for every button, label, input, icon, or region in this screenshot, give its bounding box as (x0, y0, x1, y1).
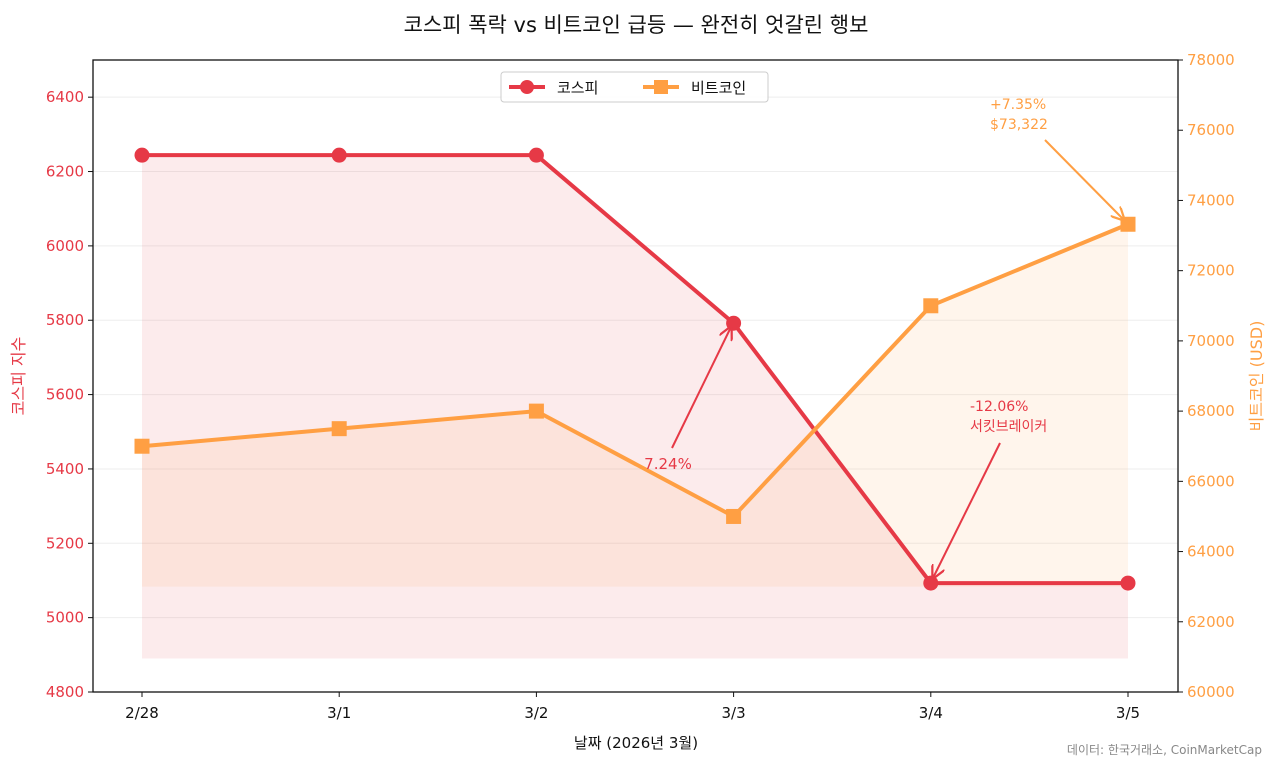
bitcoin-area-fill (142, 224, 1128, 587)
axes-frame (92, 59, 1179, 693)
source-note: 데이터: 한국거래소, CoinMarketCap (1067, 743, 1262, 757)
y-right-tick-label: 68000 (1187, 402, 1235, 420)
y-right-tick-label: 70000 (1187, 332, 1235, 350)
annotation-text: $73,322 (990, 117, 1048, 133)
x-tick-label: 3/5 (1116, 704, 1140, 722)
kospi-point (331, 147, 347, 163)
y-right-tick-label: 64000 (1187, 543, 1235, 561)
x-tick-label: 2/28 (125, 704, 159, 722)
y-left-tick-label: 6200 (46, 163, 84, 181)
legend: 코스피 비트코인 (500, 71, 769, 103)
legend-bitcoin-label: 비트코인 (691, 79, 746, 97)
y-right-tick-label: 62000 (1187, 613, 1235, 631)
y-left-tick-label: 5000 (46, 609, 84, 627)
y-left-tick-label: 5600 (46, 386, 84, 404)
y-left-tick-label: 5800 (46, 311, 84, 329)
legend-kospi-marker (520, 80, 534, 94)
y-right-tick-label: 60000 (1187, 683, 1235, 701)
kospi-point (923, 575, 939, 591)
y-left-tick-label: 6400 (46, 88, 84, 106)
y-right-tick-label: 76000 (1187, 121, 1235, 139)
y-right-tick-label: 72000 (1187, 262, 1235, 280)
annotation-arrow (671, 327, 731, 449)
x-tick-label: 3/4 (919, 704, 943, 722)
kospi-point (528, 147, 544, 163)
legend-kospi-label: 코스피 (557, 79, 598, 97)
x-axis-label: 날짜 (2026년 3월) (574, 734, 698, 752)
kospi-area-fill (142, 155, 1128, 659)
x-tick-label: 3/1 (327, 704, 351, 722)
bitcoin-point (923, 298, 939, 314)
kospi-point (726, 315, 742, 331)
kospi-point (134, 147, 150, 163)
y-left-axis-label: 코스피 지수 (9, 337, 28, 416)
x-tick-label: 3/2 (524, 704, 548, 722)
y-right-tick-label: 74000 (1187, 191, 1235, 209)
bitcoin-point (528, 403, 544, 419)
annotation-text: +7.35% (990, 97, 1046, 113)
chart-title: 코스피 폭락 vs 비트코인 급등 — 완전히 엇갈린 행보 (404, 13, 869, 37)
annotation-text: 7.24% (644, 455, 692, 473)
y-right-tick-label: 78000 (1187, 51, 1235, 69)
y-left-tick-label: 4800 (46, 683, 84, 701)
y-left-tick-label: 5200 (46, 534, 84, 552)
legend-bitcoin-marker (654, 80, 668, 94)
bitcoin-line (141, 222, 1129, 519)
y-left-tick-label: 5400 (46, 460, 84, 478)
legend-box (500, 71, 769, 103)
y-right-axis-label: 비트코인 (USD) (1247, 321, 1266, 432)
annotation-text: -12.06% (970, 399, 1028, 415)
bitcoin-point (331, 421, 347, 437)
annotation-arrow (933, 442, 1001, 578)
bitcoin-point (726, 508, 742, 524)
annotation-arrow (1044, 139, 1124, 220)
x-tick-label: 3/3 (722, 704, 746, 722)
y-left-tick-label: 6000 (46, 237, 84, 255)
kospi-point (1120, 575, 1136, 591)
kospi-line (142, 153, 1128, 586)
annotation-text: 서킷브레이커 (970, 419, 1047, 435)
plot-area: 4800 5000 5200 5400 5600 5800 6000 6200 6400 6000… (46, 51, 1235, 722)
y-right-tick-label: 66000 (1187, 472, 1235, 490)
bitcoin-point (134, 438, 150, 454)
